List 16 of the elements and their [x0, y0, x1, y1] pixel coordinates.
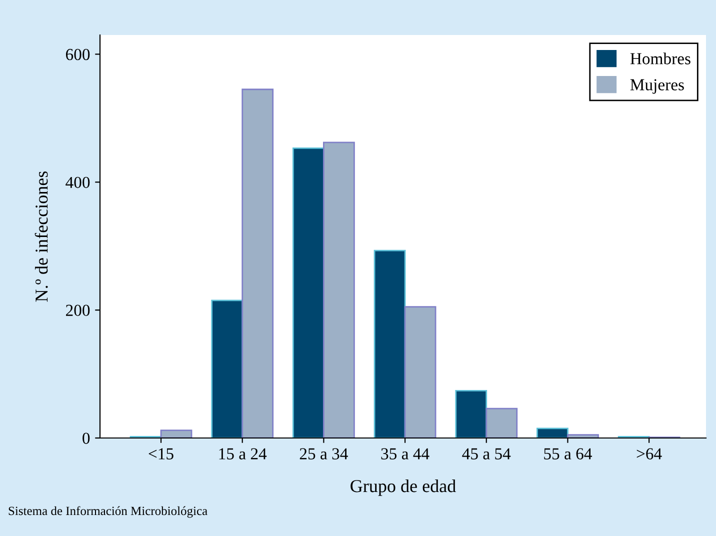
x-axis-title: Grupo de edad: [350, 480, 456, 496]
legend-label: Hombres: [630, 52, 690, 64]
x-tick-label: 25 a 34: [300, 448, 348, 460]
x-tick-label: <15: [148, 448, 174, 460]
x-tick-label: >64: [636, 448, 662, 460]
x-tick-label: 15 a 24: [219, 448, 267, 460]
x-tick-label: 35 a 44: [381, 448, 430, 460]
y-tick-label: 600: [66, 48, 90, 60]
x-tick-label: 45 a 54: [462, 448, 511, 460]
y-tick-label: 200: [66, 304, 90, 316]
text: Sistema de Información Microbiológica: [8, 506, 208, 518]
y-tick-label: 0: [82, 432, 90, 444]
y-tick-label: 400: [66, 176, 90, 188]
x-tick-label: 55 a 64: [544, 448, 592, 460]
legend-label: Mujeres: [630, 79, 684, 94]
y-axis-title: N.º de infecciones: [34, 171, 48, 302]
